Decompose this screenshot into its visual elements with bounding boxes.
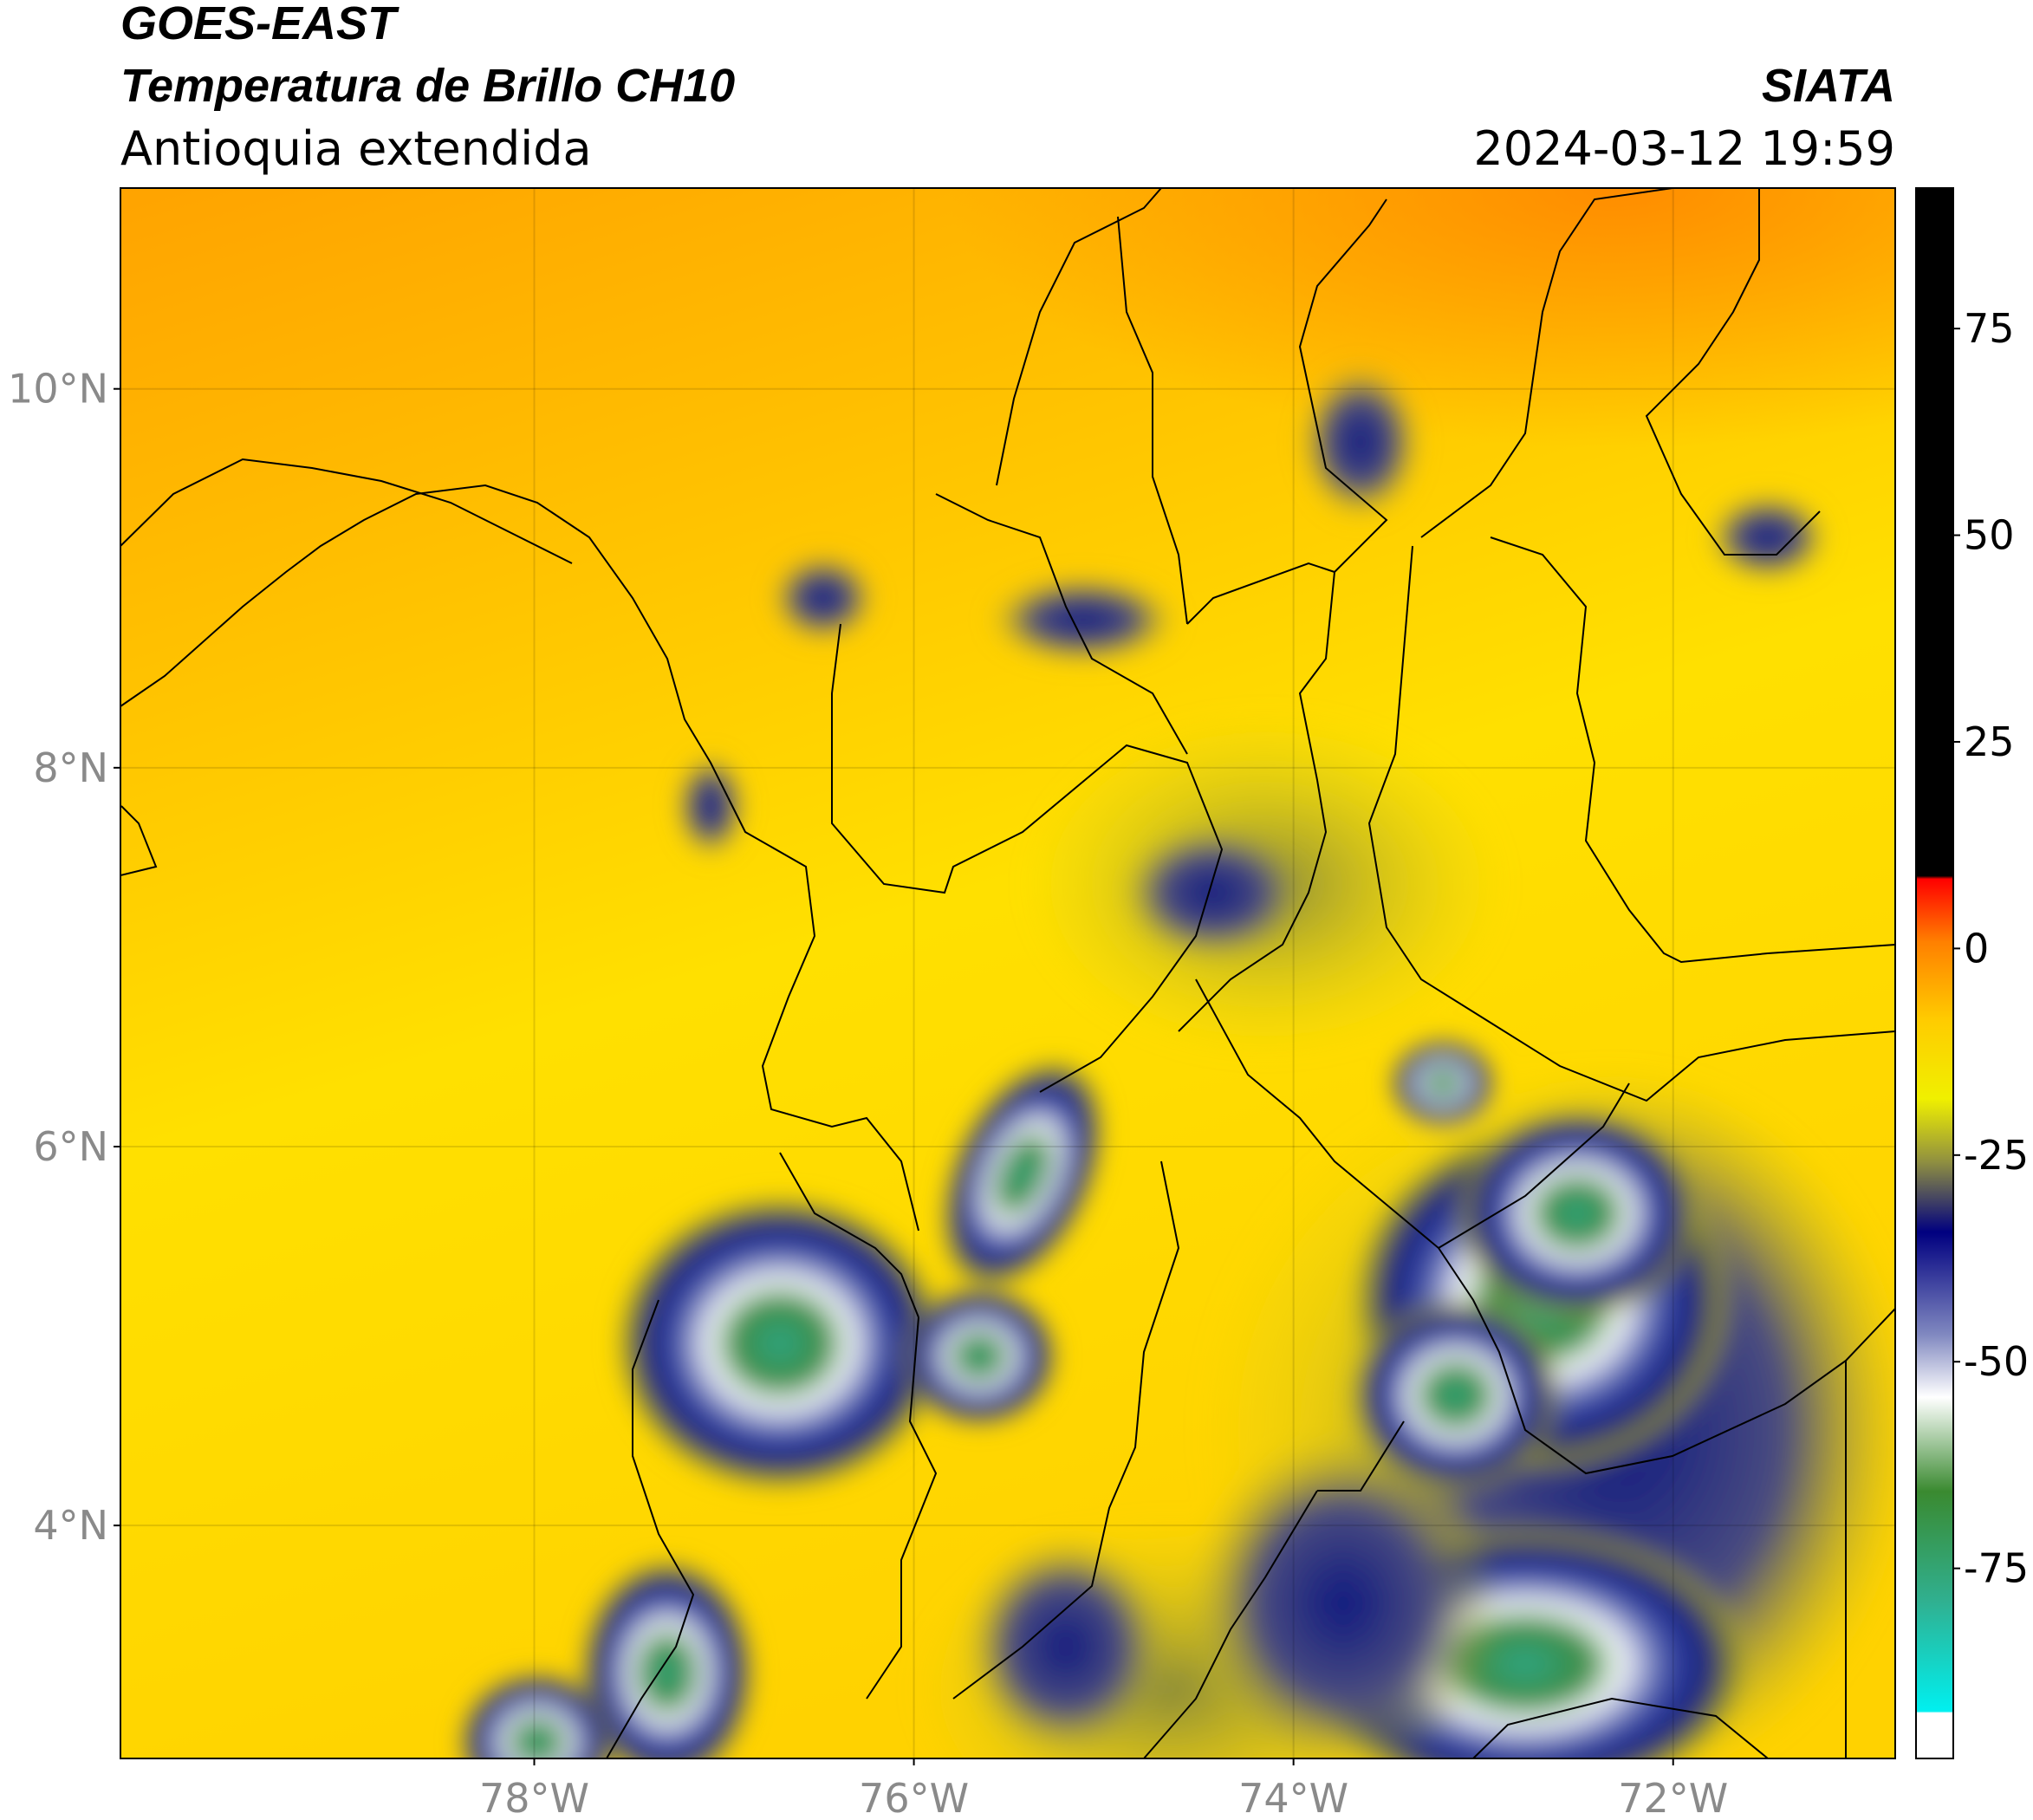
colorbar-tick-label: 25	[1964, 718, 2015, 765]
colorbar	[1915, 187, 1954, 1759]
subtitle: Antioquia extendida	[120, 121, 592, 176]
colorbar-tick-label: -50	[1964, 1338, 2029, 1385]
source: SIATA	[1762, 60, 1895, 112]
graticule: 78°W 76°W 74°W 72°W 4°N 6°N 8°N 10°N	[8, 188, 1895, 1820]
x-tick-label: 72°W	[1618, 1775, 1728, 1820]
x-tick-label: 78°W	[479, 1775, 589, 1820]
colorbar-ticks: 75 50 25 0 -25 -50 -75	[1953, 305, 2029, 1592]
colorbar-tick-label: 0	[1964, 925, 1989, 972]
map-frame	[120, 187, 1896, 1759]
colorbar-tick-label: 75	[1964, 305, 2015, 352]
datetime: 2024-03-12 19:59	[1473, 121, 1895, 176]
map-image	[120, 188, 1895, 1758]
x-tick-label: 76°W	[859, 1775, 969, 1820]
y-tick-label: 6°N	[33, 1123, 108, 1170]
title: GOES-EAST	[120, 0, 399, 49]
y-tick-label: 8°N	[33, 744, 108, 791]
title: Temperatura de Brillo CH10	[120, 60, 735, 112]
colorbar-tick-label: 50	[1964, 512, 2015, 559]
y-tick-label: 10°N	[8, 366, 108, 413]
x-tick-label: 74°W	[1238, 1775, 1348, 1820]
y-tick-label: 4°N	[33, 1502, 108, 1549]
colorbar-tick-label: -25	[1964, 1132, 2029, 1179]
colorbar-tick-label: -75	[1964, 1545, 2029, 1592]
